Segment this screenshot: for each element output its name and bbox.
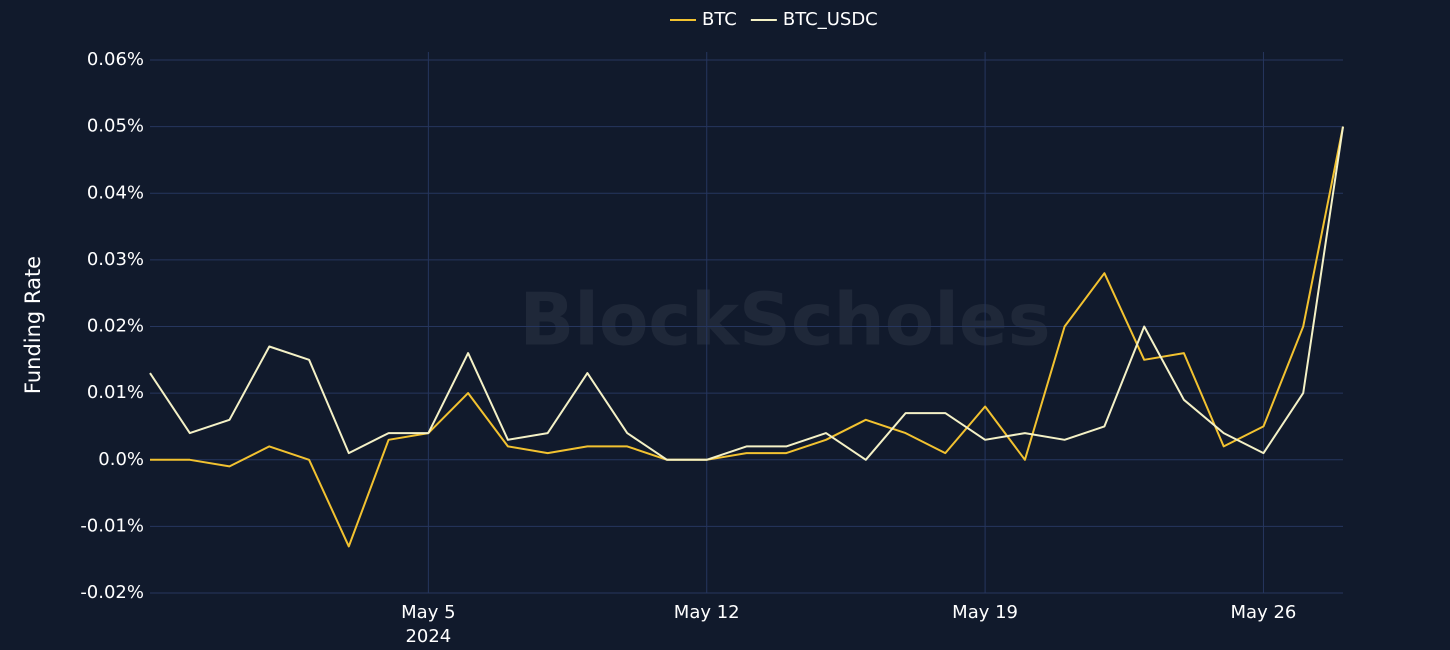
x-year-label: 2024 bbox=[405, 626, 451, 647]
y-tick-label: 0.0% bbox=[98, 449, 144, 470]
y-axis-label: Funding Rate bbox=[21, 256, 45, 394]
series-line bbox=[149, 126, 1344, 461]
y-tick-label: -0.02% bbox=[80, 582, 144, 603]
legend-label: BTC_USDC bbox=[783, 9, 878, 30]
x-tick-label: May 12 bbox=[674, 602, 740, 623]
x-tick-label: May 19 bbox=[952, 602, 1018, 623]
y-tick-label: -0.01% bbox=[80, 515, 144, 536]
legend: BTC BTC_USDC bbox=[670, 9, 878, 30]
y-tick-label: 0.01% bbox=[87, 382, 144, 403]
y-tick-label: 0.06% bbox=[87, 49, 144, 70]
y-tick-label: 0.04% bbox=[87, 182, 144, 203]
y-tick-label: 0.03% bbox=[87, 249, 144, 270]
y-tick-label: 0.05% bbox=[87, 116, 144, 137]
x-tick-label: May 26 bbox=[1231, 602, 1297, 623]
watermark: BlockScholes bbox=[519, 278, 1050, 362]
y-tick-label: 0.02% bbox=[87, 316, 144, 337]
series-line bbox=[150, 126, 1344, 548]
legend-label: BTC bbox=[702, 9, 737, 30]
x-tick-label: May 5 bbox=[401, 602, 455, 623]
